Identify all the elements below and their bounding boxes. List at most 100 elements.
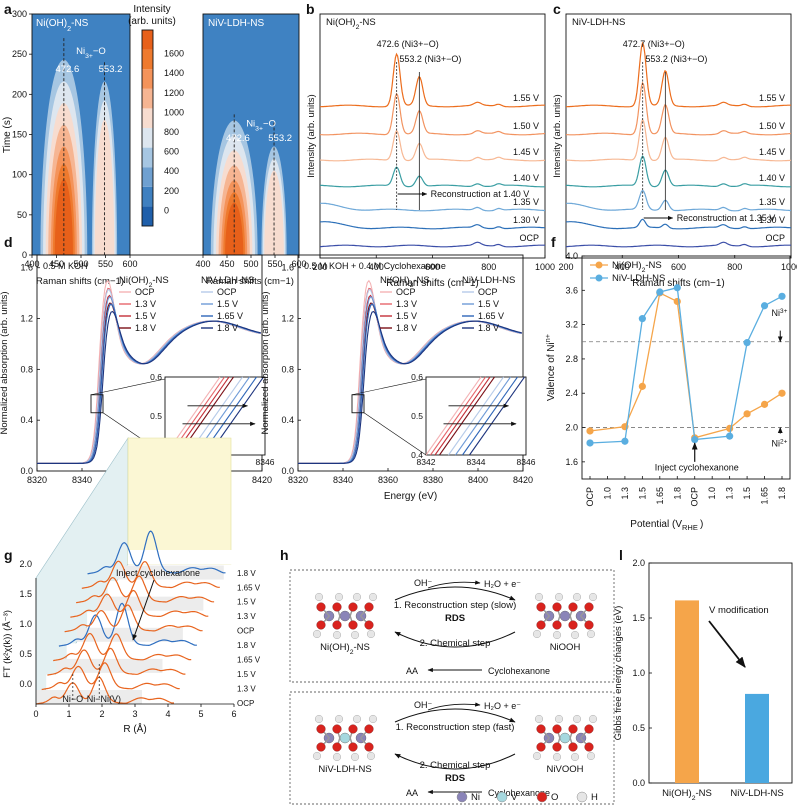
text-segment: 2 (410, 282, 414, 289)
spectrum-line (320, 92, 546, 136)
x-tick-label: 3 (132, 709, 137, 719)
y-tick-label: 4.0 (565, 251, 578, 261)
bar-1 (745, 693, 769, 783)
x-tick-label: 400 (24, 259, 39, 269)
waterfall-floor-band (66, 643, 173, 658)
legend-atom (536, 791, 548, 803)
inset-curve (434, 376, 491, 456)
legend-entry: OCP (396, 287, 416, 297)
oxygen-atom (316, 724, 326, 734)
oxygen-atom (552, 620, 562, 630)
panel-label-f: f (551, 234, 556, 250)
y-tick-label: 3.2 (565, 320, 578, 330)
oxygen-atom (552, 742, 562, 752)
y-tick-label: 1.6 (565, 457, 578, 467)
inset-curve (430, 376, 486, 456)
inset-x-tick-label: 8344 (467, 457, 486, 467)
bar-frame (648, 562, 793, 784)
peak-label: 553.2 (Ni3+−O) (645, 54, 707, 64)
x-tick-label: 8420 (252, 475, 272, 485)
oxygen-atom (568, 742, 578, 752)
x-tick-label: 600 (425, 262, 440, 272)
legend-entry: 1.8 V (135, 323, 156, 333)
ft-spectrum (53, 632, 192, 662)
colorbar-tick-label: 1200 (164, 88, 184, 98)
inset-x-tick-label: 8342 (417, 457, 436, 467)
hydrogen-atom (367, 752, 376, 761)
text-segment: -NS (359, 17, 375, 28)
text-segment: Ni(OH) (662, 788, 692, 799)
y-axis-label: Intensity (arb. units) (306, 94, 317, 177)
legend-entry: 1.3 V (396, 299, 417, 309)
x-tick-label: OCP (690, 487, 700, 507)
inject-arrow (132, 579, 155, 641)
oxygen-atom (316, 602, 326, 612)
oxygen-atom (364, 742, 374, 752)
oxygen-atom (584, 602, 594, 612)
valence-data-point (586, 439, 594, 447)
spectrum-line (566, 41, 791, 108)
x-category-label: NiV-LDH-NS (730, 788, 783, 799)
series-label: 1.50 V (759, 121, 785, 131)
text-segment: 2 (149, 282, 153, 289)
waterfall-floor-band (76, 627, 183, 642)
series-label: 1.65 V (237, 583, 261, 592)
x-tick-label: 8340 (333, 475, 353, 485)
legend-entry: 1.5 V (135, 311, 156, 321)
legend-atom-label: V (511, 792, 518, 803)
metal-atom (559, 610, 571, 622)
x-tick-label: 8380 (423, 475, 443, 485)
inset-connector (351, 378, 427, 396)
y-tick-label: 1.2 (281, 314, 294, 324)
species-right-label: NiOOH (550, 642, 581, 653)
y-tick-label: 1.0 (19, 619, 32, 629)
legend-entry: 1.5 V (478, 299, 499, 309)
valence-data-point (638, 382, 646, 390)
ft-spectrum (81, 560, 220, 589)
hydrogen-atom (587, 630, 596, 639)
colorbar-segment (142, 147, 153, 168)
raman-frame (319, 13, 546, 259)
scheme-box (289, 691, 615, 805)
species-left-label: NiV-LDH-NS (318, 764, 371, 775)
x-tick-label: 8420 (513, 475, 533, 485)
legend-entry: OCP (478, 287, 498, 297)
heatmap-peak-label: 472.6 (226, 133, 250, 144)
text-segment: Ni(OH) (612, 260, 642, 271)
hydrogen-atom (313, 752, 322, 761)
heatmap-peak-annotation: Ni3+−O (246, 118, 276, 132)
series-label: 1.5 V (237, 598, 256, 607)
inset-x-tick-label: 8346 (517, 457, 536, 467)
inject-annotation: Inject cyclohexanone (655, 462, 739, 472)
legend-atom (576, 791, 588, 803)
text-segment: 3+ (255, 125, 263, 132)
panel-label-g: g (4, 547, 13, 563)
reaction-arc-bottom (394, 753, 516, 770)
series-label: 1.5 V (237, 670, 256, 679)
hydrogen-atom (367, 630, 376, 639)
ft-spectrum (47, 647, 186, 676)
text-segment: Ni(OH) (119, 275, 149, 286)
y-tick-label: 2.0 (565, 423, 578, 433)
legend-entry: OCP (217, 287, 237, 297)
inset-y-tick-label: 0.5 (411, 411, 423, 421)
hydrogen-atom (333, 753, 342, 762)
legend-title: Ni(OH)2-NS (380, 275, 430, 289)
inset-y-tick-label: 0.4 (411, 450, 423, 460)
valence-frame (581, 255, 791, 480)
y-tick-label: 1.5 (19, 589, 32, 599)
series-label: 1.65 V (237, 656, 261, 665)
y-tick-label: 2.0 (632, 558, 645, 568)
spectrum-line (565, 155, 791, 188)
oxygen-atom (364, 620, 374, 630)
oxygen-atom (536, 620, 546, 630)
oxygen-atom (536, 724, 546, 734)
x-tick-label: 1 (66, 709, 71, 719)
hydrogen-atom (533, 630, 542, 639)
aa-label: AA (406, 788, 418, 798)
series-label: 1.8 V (237, 641, 256, 650)
panel-label-c: c (553, 1, 561, 17)
oxygen-atom (536, 602, 546, 612)
text-segment: -NS (71, 18, 89, 29)
colorbar-segment (142, 128, 153, 148)
